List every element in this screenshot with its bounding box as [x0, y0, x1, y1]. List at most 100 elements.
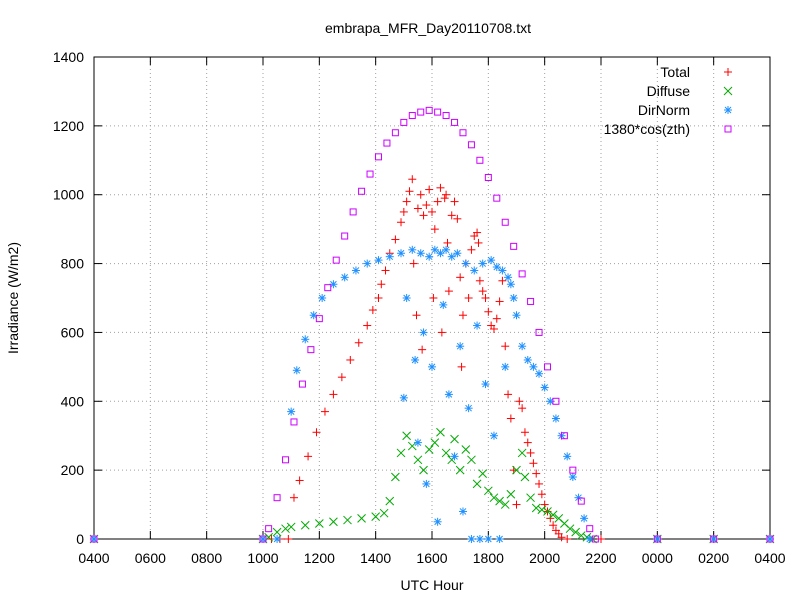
- data-point: [422, 479, 431, 488]
- data-point: [551, 414, 560, 423]
- data-point: [495, 535, 504, 543]
- x-tick-label: 2200: [585, 550, 616, 566]
- data-point: [290, 418, 298, 426]
- data-point: [436, 249, 445, 258]
- data-point: [459, 129, 467, 137]
- data-point: [512, 465, 521, 475]
- data-point: [501, 218, 509, 226]
- data-point: [282, 456, 290, 464]
- data-point: [577, 497, 585, 505]
- y-tick-label: 800: [61, 256, 85, 272]
- data-point: [526, 493, 535, 503]
- data-point: [354, 338, 363, 347]
- data-point: [408, 112, 416, 120]
- data-point: [265, 525, 273, 533]
- data-point: [368, 306, 377, 315]
- data-point: [458, 311, 467, 320]
- series-1: [89, 427, 775, 544]
- data-point: [320, 407, 329, 416]
- y-tick-label: 200: [61, 462, 85, 478]
- data-point: [90, 535, 98, 543]
- data-point: [498, 266, 507, 275]
- data-point: [442, 245, 451, 254]
- data-point: [307, 346, 315, 354]
- data-point: [402, 294, 411, 302]
- data-point: [531, 503, 541, 513]
- legend-marker: [724, 125, 732, 133]
- data-point: [518, 270, 526, 278]
- data-point: [484, 535, 493, 543]
- data-point: [489, 493, 499, 503]
- data-point: [284, 535, 293, 543]
- x-tick-label: 0400: [754, 550, 785, 566]
- data-point: [529, 459, 538, 468]
- data-point: [478, 287, 487, 296]
- data-point: [464, 294, 473, 302]
- data-point: [501, 362, 510, 371]
- y-tick-label: 1400: [53, 49, 84, 65]
- data-point: [273, 535, 282, 543]
- x-axis: 0400 0600 0800 1000 1200 1400 1600 1800 2000 2200…: [78, 57, 786, 566]
- data-point: [510, 242, 518, 250]
- data-point: [408, 175, 417, 184]
- data-point: [433, 517, 442, 526]
- data-point: [484, 307, 493, 316]
- data-point: [430, 245, 439, 254]
- y-tick-label: 1000: [53, 187, 84, 203]
- data-point: [374, 294, 383, 302]
- data-point: [518, 404, 527, 413]
- data-point: [391, 129, 399, 137]
- data-point: [292, 366, 301, 375]
- data-point: [450, 452, 459, 461]
- data-point: [418, 345, 427, 354]
- data-point: [457, 362, 466, 371]
- data-point: [489, 324, 498, 333]
- legend: Total Diffuse DirNorm 1380*cos(zth): [604, 64, 733, 137]
- data-point: [543, 507, 552, 516]
- data-point: [281, 524, 290, 534]
- data-point: [300, 520, 310, 530]
- y-tick-label: 400: [61, 393, 85, 409]
- data-point: [447, 211, 456, 220]
- data-point: [500, 500, 510, 509]
- data-point: [383, 139, 391, 147]
- data-point: [273, 494, 281, 502]
- data-point: [552, 397, 560, 405]
- y-axis-label: Irradiance (W/m2): [5, 242, 21, 354]
- data-point: [301, 335, 310, 344]
- data-point: [481, 294, 490, 302]
- data-point: [444, 287, 453, 296]
- data-point: [430, 225, 439, 234]
- data-point: [515, 397, 524, 406]
- data-point: [397, 218, 406, 227]
- data-point: [498, 276, 507, 285]
- data-point: [473, 321, 482, 330]
- data-point: [478, 259, 487, 268]
- data-point: [484, 174, 492, 181]
- data-point: [416, 249, 425, 258]
- data-point: [549, 521, 558, 530]
- data-point: [523, 355, 532, 364]
- data-point: [495, 496, 504, 506]
- data-point: [710, 535, 718, 543]
- x-tick-label: 2000: [529, 550, 560, 566]
- data-point: [467, 455, 476, 465]
- x-tick-label: 0800: [191, 550, 222, 566]
- data-point: [358, 187, 366, 195]
- legend-label: 1380*cos(zth): [604, 121, 690, 137]
- data-point: [425, 106, 433, 114]
- series-0: [90, 175, 774, 543]
- data-point: [286, 522, 296, 532]
- x-tick-label: 1800: [473, 550, 504, 566]
- data-point: [523, 438, 532, 447]
- data-point: [287, 407, 296, 416]
- y-tick-label: 600: [61, 324, 85, 340]
- legend-label: Diffuse: [647, 83, 691, 99]
- x-tick-label: 0400: [78, 550, 109, 566]
- data-point: [467, 141, 475, 149]
- data-point: [439, 300, 448, 309]
- data-point: [506, 280, 515, 289]
- x-tick-label: 0600: [135, 550, 166, 566]
- data-point: [425, 252, 434, 261]
- data-point: [440, 194, 449, 203]
